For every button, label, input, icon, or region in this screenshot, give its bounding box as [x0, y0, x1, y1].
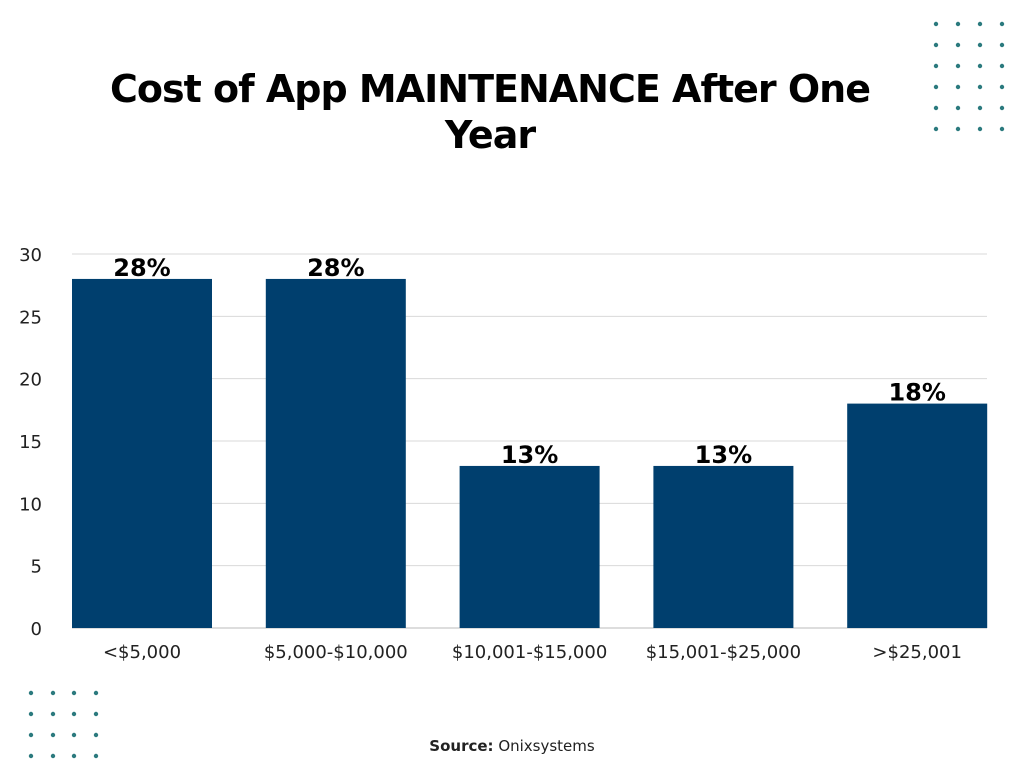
chart-title: Cost of App MAINTENANCE After One Year [109, 67, 871, 157]
decoration-dot [933, 63, 939, 69]
decoration-dot [955, 126, 961, 132]
source-note: Source: Onixsystems [0, 737, 1024, 755]
decoration-dot [50, 711, 56, 717]
decoration-dot [933, 126, 939, 132]
decoration-dot [28, 690, 34, 696]
decoration-dot [933, 84, 939, 90]
decoration-dot [999, 105, 1005, 111]
decoration-dot [999, 21, 1005, 27]
decoration-dot [93, 732, 99, 738]
y-tick-label: 30 [19, 245, 42, 266]
data-label: 28% [307, 254, 364, 282]
decoration-dot [71, 732, 77, 738]
decoration-dot [955, 42, 961, 48]
y-tick-label: 10 [19, 494, 42, 515]
decoration-dot [977, 84, 983, 90]
decoration-dot [977, 42, 983, 48]
decoration-dot [933, 42, 939, 48]
decoration-dot [955, 63, 961, 69]
data-label: 13% [501, 441, 558, 469]
decoration-dot [93, 711, 99, 717]
decoration-dot [28, 711, 34, 717]
data-label: 13% [695, 441, 752, 469]
bar [265, 278, 406, 628]
x-tick-label: >$25,001 [872, 642, 962, 663]
decoration-dot [71, 753, 77, 759]
decoration-dot [50, 753, 56, 759]
decoration-dot [71, 711, 77, 717]
decoration-dot [999, 42, 1005, 48]
decoration-dot [955, 84, 961, 90]
data-label: 18% [888, 379, 945, 407]
x-tick-label: <$5,000 [103, 642, 181, 663]
decoration-dot [977, 105, 983, 111]
y-tick-label: 25 [19, 307, 42, 328]
x-tick-label: $15,001-$25,000 [646, 642, 801, 663]
x-tick-label: $5,000-$10,000 [264, 642, 408, 663]
decoration-dot [977, 63, 983, 69]
y-tick-label: 5 [31, 557, 42, 578]
decoration-dot [50, 690, 56, 696]
x-tick-label: $10,001-$15,000 [452, 642, 607, 663]
decoration-dot [933, 105, 939, 111]
decoration-dot [71, 690, 77, 696]
bar [653, 465, 794, 628]
decoration-dot [93, 690, 99, 696]
y-tick-label: 0 [31, 619, 42, 640]
decoration-dot [933, 21, 939, 27]
decoration-dot [955, 105, 961, 111]
source-label: Source: [429, 737, 494, 755]
decoration-dot [999, 84, 1005, 90]
source-value: Onixsystems [498, 737, 595, 755]
bar [72, 278, 212, 628]
decoration-dot [93, 753, 99, 759]
data-label: 28% [113, 254, 170, 282]
decoration-dot [977, 21, 983, 27]
decoration-dot [28, 732, 34, 738]
decoration-dot [999, 63, 1005, 69]
bar [847, 403, 988, 628]
decoration-dot [977, 126, 983, 132]
decoration-dot [50, 732, 56, 738]
bar [459, 465, 600, 628]
decoration-dot [955, 21, 961, 27]
decoration-dot [28, 753, 34, 759]
y-tick-label: 15 [19, 432, 42, 453]
y-tick-label: 20 [19, 370, 42, 391]
decoration-dot [999, 126, 1005, 132]
